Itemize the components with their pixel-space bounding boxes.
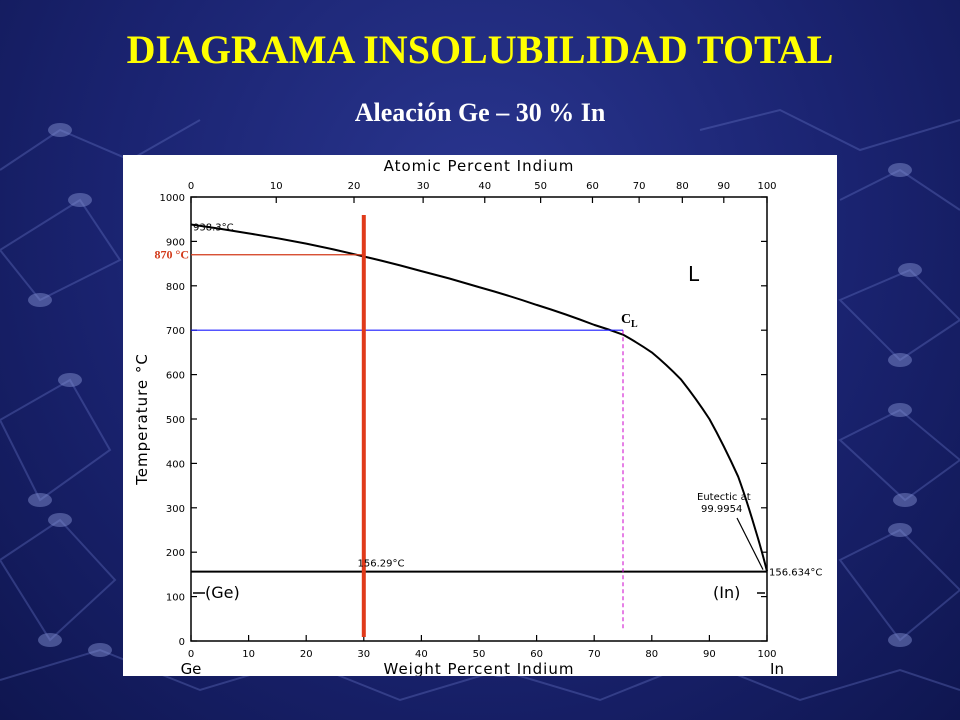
- top-tick-label: 0: [188, 181, 194, 192]
- eutectic-left-label: 156.29°C: [358, 559, 405, 570]
- top-tick-label: 70: [633, 181, 646, 192]
- x-tick-label: 40: [415, 649, 428, 660]
- y-tick-label: 200: [166, 548, 185, 559]
- liquid-region-label: L: [688, 262, 700, 286]
- liquidus-line: [190, 223, 768, 572]
- ge-phase-label: (Ge): [205, 583, 240, 602]
- eutectic-note-pointer: [736, 517, 764, 570]
- marker-temperature-label: 870 °C: [155, 248, 189, 262]
- y-tick-label: 800: [166, 282, 185, 293]
- x-tick-label: 50: [473, 649, 486, 660]
- y-tick-label: 1000: [160, 193, 185, 204]
- top-tick-label: 20: [348, 181, 361, 192]
- slide-title: DIAGRAMA INSOLUBILIDAD TOTAL: [126, 27, 834, 72]
- top-tick-label: 10: [270, 181, 283, 192]
- x-tick-label: 0: [188, 649, 194, 660]
- y-tick-label: 900: [166, 237, 185, 248]
- in-phase-label: (In): [713, 583, 740, 602]
- cl-label-subscript: L: [631, 319, 638, 330]
- x-axis-title: Weight Percent Indium: [384, 660, 575, 676]
- plot-frame: [190, 196, 768, 642]
- ge-melting-label: 938.3°C: [193, 223, 234, 234]
- eutectic-note-1: Eutectic at: [697, 492, 751, 503]
- y-tick-label: 300: [166, 504, 185, 515]
- x-tick-label: 60: [530, 649, 543, 660]
- x-tick-label: 90: [703, 649, 716, 660]
- y-tick-label: 700: [166, 326, 185, 337]
- cl-label: C: [621, 312, 631, 327]
- y-tick-label: 600: [166, 371, 185, 382]
- top-tick-label: 30: [417, 181, 430, 192]
- top-tick-label: 80: [676, 181, 689, 192]
- x-tick-label: 70: [588, 649, 601, 660]
- phase-diagram-panel: 0 10 20 30 40 50 60 70 80 90 100 0 100 200 300 400 500 60…: [123, 155, 837, 676]
- top-axis-title: Atomic Percent Indium: [384, 157, 575, 175]
- y-tick-label: 0: [179, 637, 185, 648]
- phase-diagram-chart: 0 10 20 30 40 50 60 70 80 90 100010020030040050060…: [133, 157, 822, 676]
- eutectic-note-2: 99.9954: [701, 504, 742, 515]
- x-end-label-ge: Ge: [181, 660, 202, 676]
- top-tick-label: 60: [586, 181, 599, 192]
- y-tick-label: 100: [166, 593, 185, 604]
- x-tick-label: 20: [300, 649, 313, 660]
- y-axis-title: Temperature °C: [133, 353, 151, 486]
- x-tick-label: 80: [645, 649, 658, 660]
- top-tick-label: 50: [534, 181, 547, 192]
- slide-subtitle: Aleación Ge – 30 % In: [354, 98, 606, 127]
- top-tick-label: 90: [717, 181, 730, 192]
- y-tick-label: 400: [166, 459, 185, 470]
- y-tick-label: 500: [166, 415, 185, 426]
- top-tick-label: 40: [478, 181, 491, 192]
- x-tick-label: 30: [357, 649, 370, 660]
- x-end-label-in: In: [770, 660, 784, 676]
- x-tick-label: 10: [242, 649, 255, 660]
- top-tick-label: 100: [757, 181, 776, 192]
- eutectic-right-label: 156.634°C: [769, 568, 822, 579]
- x-tick-label: 100: [757, 649, 776, 660]
